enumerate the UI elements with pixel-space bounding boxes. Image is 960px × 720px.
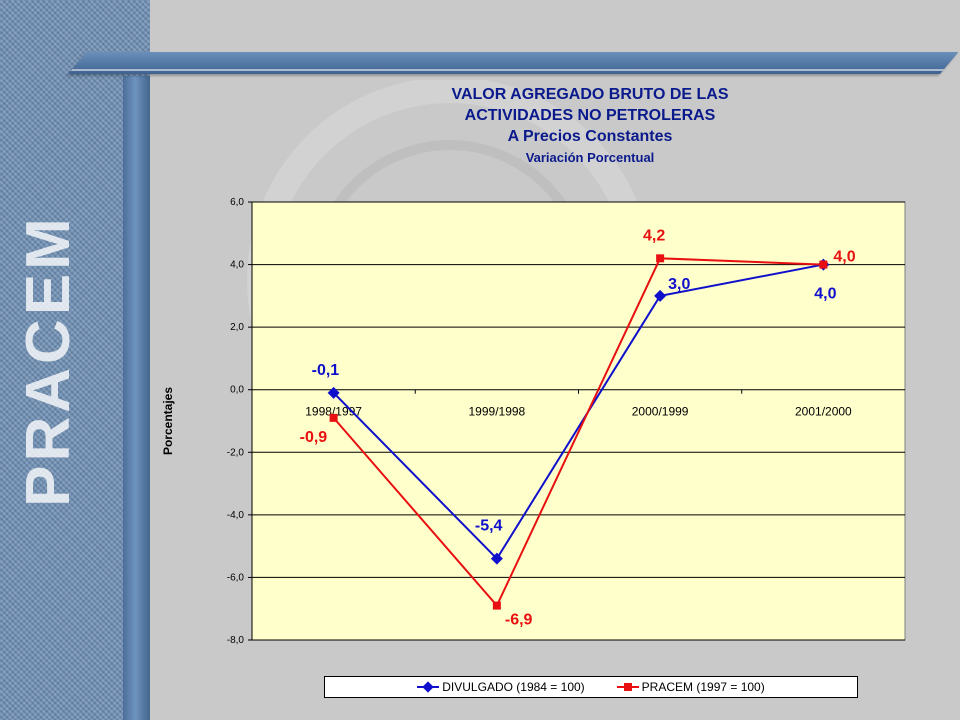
chart-title-block: VALOR AGREGADO BRUTO DE LAS ACTIVIDADES … bbox=[320, 84, 860, 168]
x-tick-label: 2000/1999 bbox=[632, 405, 689, 419]
y-tick-label: 2,0 bbox=[230, 322, 244, 333]
y-tick-label: -4,0 bbox=[227, 510, 245, 521]
chart-legend: DIVULGADO (1984 = 100) PRACEM (1997 = 10… bbox=[324, 676, 858, 698]
data-label: -5,4 bbox=[475, 518, 503, 535]
y-axis-label: Porcentajes bbox=[161, 387, 175, 455]
chart-title-line-3: A Precios Constantes bbox=[507, 128, 673, 145]
data-point bbox=[329, 413, 338, 422]
data-point bbox=[656, 254, 665, 263]
legend-swatch-pracem bbox=[616, 682, 639, 692]
left-accent-bar bbox=[123, 76, 150, 720]
x-tick-label: 1999/1998 bbox=[469, 405, 526, 419]
chart-title-line-2: ACTIVIDADES NO PETROLERAS bbox=[464, 107, 716, 124]
legend-swatch-divulgado bbox=[417, 681, 440, 693]
data-label: -0,9 bbox=[300, 429, 328, 446]
series-line-pracem bbox=[332, 257, 824, 608]
y-tick-label: 6,0 bbox=[230, 197, 244, 208]
data-point bbox=[490, 552, 503, 565]
data-point bbox=[327, 386, 340, 399]
data-label: 3,0 bbox=[668, 276, 690, 293]
chart-subtitle: Variación Porcentual bbox=[525, 150, 655, 165]
legend-label-pracem: PRACEM (1997 = 100) bbox=[641, 680, 765, 694]
y-tick-label: 0,0 bbox=[230, 385, 244, 396]
x-tick-label: 2001/2000 bbox=[795, 405, 852, 419]
legend-item-divulgado: DIVULGADO (1984 = 100) bbox=[417, 680, 585, 694]
y-tick-label: -2,0 bbox=[227, 447, 245, 458]
data-label: -0,1 bbox=[312, 362, 340, 379]
data-label: 4,0 bbox=[814, 286, 836, 303]
chart-title-line-1: VALOR AGREGADO BRUTO DE LAS bbox=[451, 86, 729, 103]
y-tick-label: -6,0 bbox=[227, 572, 245, 583]
data-point bbox=[654, 289, 667, 302]
series-line-divulgado bbox=[332, 263, 824, 561]
data-label: -6,9 bbox=[505, 612, 533, 629]
legend-label-divulgado: DIVULGADO (1984 = 100) bbox=[442, 680, 585, 694]
y-tick-label: -8,0 bbox=[227, 635, 245, 646]
data-point bbox=[819, 260, 828, 269]
legend-item-pracem: PRACEM (1997 = 100) bbox=[616, 680, 765, 694]
data-point bbox=[492, 601, 501, 610]
data-label: 4,2 bbox=[643, 227, 665, 244]
data-label: 4,0 bbox=[833, 249, 855, 266]
y-tick-label: 4,0 bbox=[230, 260, 244, 271]
